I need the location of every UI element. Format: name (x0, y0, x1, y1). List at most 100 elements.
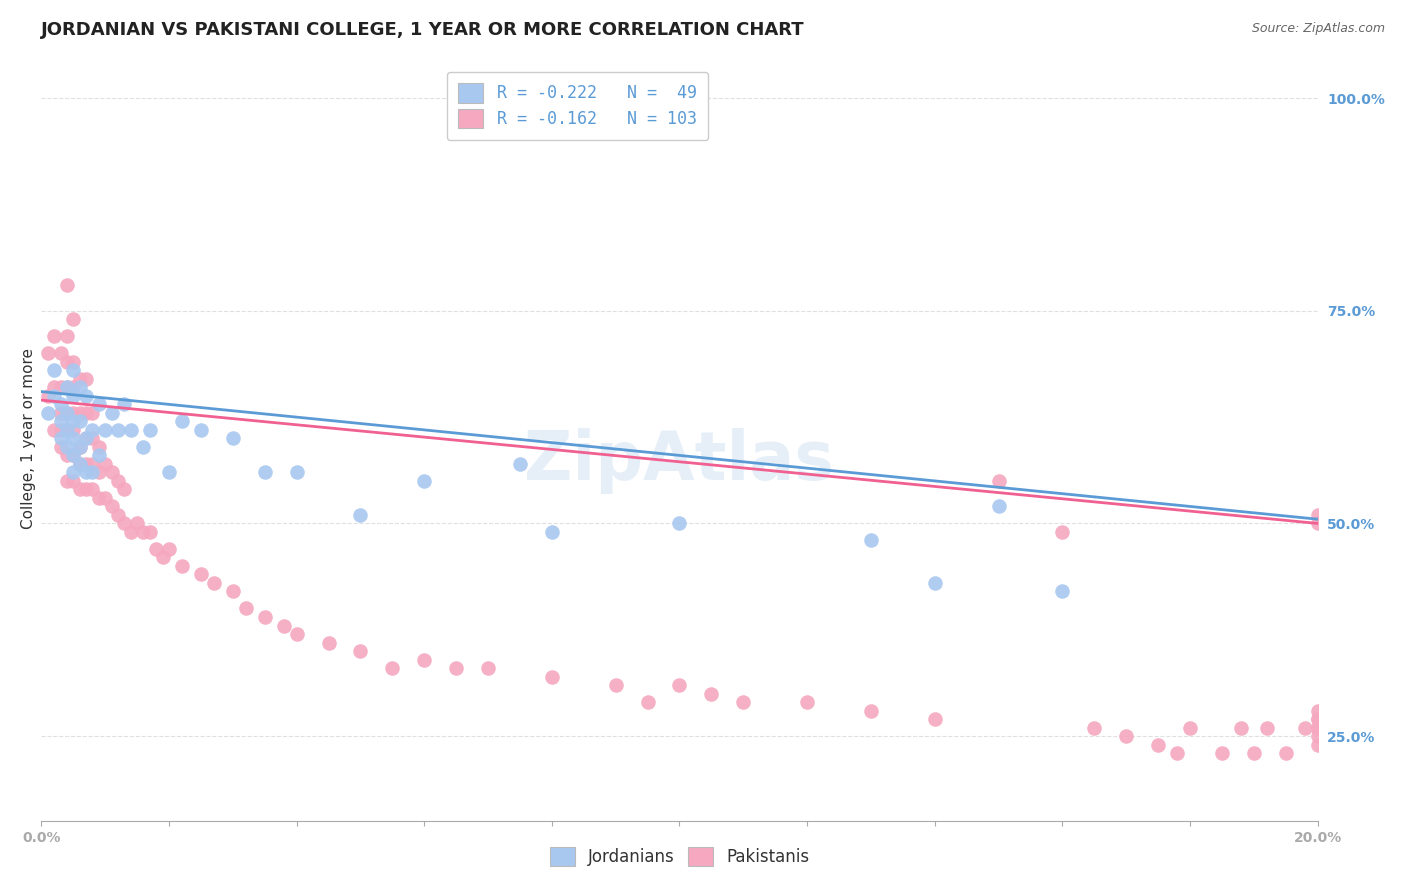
Point (132, 524, 155, 539)
Point (107, 474, 129, 488)
Point (87, 449, 110, 463)
Point (62, 466, 84, 480)
Point (56, 355, 79, 369)
Point (1306, 704, 1329, 718)
Point (62, 312, 84, 326)
Point (1052, 584, 1074, 599)
Point (82, 483, 104, 497)
Point (1306, 712, 1329, 726)
Point (132, 440, 155, 454)
Point (82, 431, 104, 445)
Point (94, 491, 117, 505)
Point (62, 423, 84, 437)
Point (107, 508, 129, 522)
Point (62, 431, 84, 445)
Point (69, 457, 91, 471)
Point (987, 474, 1010, 488)
Point (285, 627, 308, 641)
Point (56, 406, 79, 420)
Point (44, 363, 66, 377)
Point (49, 431, 72, 445)
Point (56, 474, 79, 488)
Point (56, 423, 79, 437)
Point (56, 423, 79, 437)
Point (859, 533, 882, 548)
Point (75, 389, 97, 403)
Point (100, 466, 122, 480)
Point (44, 389, 66, 403)
Point (107, 423, 129, 437)
Point (75, 466, 97, 480)
Point (222, 584, 245, 599)
Point (924, 712, 946, 726)
Point (69, 483, 91, 497)
Point (1306, 721, 1329, 735)
Point (37, 389, 59, 403)
Point (69, 440, 91, 454)
Point (82, 423, 104, 437)
Point (924, 576, 946, 591)
Point (157, 541, 180, 556)
Point (413, 652, 436, 666)
Point (541, 669, 564, 683)
Point (49, 423, 72, 437)
Point (668, 516, 690, 531)
Point (56, 406, 79, 420)
Point (1306, 508, 1329, 522)
Point (349, 508, 371, 522)
Point (82, 457, 104, 471)
Point (69, 406, 91, 420)
Point (49, 397, 72, 411)
Point (285, 466, 308, 480)
Point (1294, 721, 1316, 735)
Point (37, 406, 59, 420)
Point (1306, 516, 1329, 531)
Point (87, 466, 110, 480)
Point (62, 380, 84, 394)
Point (69, 372, 91, 386)
Point (37, 346, 59, 360)
Point (1230, 721, 1253, 735)
Point (170, 414, 193, 428)
Point (82, 406, 104, 420)
Y-axis label: College, 1 year or more: College, 1 year or more (21, 348, 35, 529)
Point (1306, 721, 1329, 735)
Point (1211, 746, 1233, 760)
Point (541, 524, 564, 539)
Point (56, 278, 79, 293)
Point (1052, 524, 1074, 539)
Point (44, 380, 66, 394)
Point (859, 704, 882, 718)
Point (444, 661, 467, 675)
Point (112, 397, 135, 411)
Point (139, 423, 162, 437)
Point (318, 635, 340, 649)
Point (413, 474, 436, 488)
Point (1306, 721, 1329, 735)
Point (1166, 746, 1188, 760)
Point (49, 380, 72, 394)
Point (62, 474, 84, 488)
Point (152, 550, 174, 565)
Point (75, 431, 97, 445)
Point (49, 440, 72, 454)
Point (120, 524, 142, 539)
Point (112, 516, 135, 531)
Text: Source: ZipAtlas.com: Source: ZipAtlas.com (1251, 22, 1385, 36)
Point (82, 466, 104, 480)
Point (1256, 721, 1278, 735)
Point (170, 558, 193, 573)
Point (1178, 721, 1201, 735)
Point (1274, 746, 1296, 760)
Point (100, 500, 122, 514)
Point (1147, 738, 1170, 752)
Point (75, 406, 97, 420)
Point (273, 618, 295, 632)
Point (56, 380, 79, 394)
Point (56, 329, 79, 343)
Point (75, 431, 97, 445)
Text: JORDANIAN VS PAKISTANI COLLEGE, 1 YEAR OR MORE CORRELATION CHART: JORDANIAN VS PAKISTANI COLLEGE, 1 YEAR O… (41, 21, 806, 39)
Point (49, 406, 72, 420)
Point (75, 372, 97, 386)
Point (1306, 729, 1329, 743)
